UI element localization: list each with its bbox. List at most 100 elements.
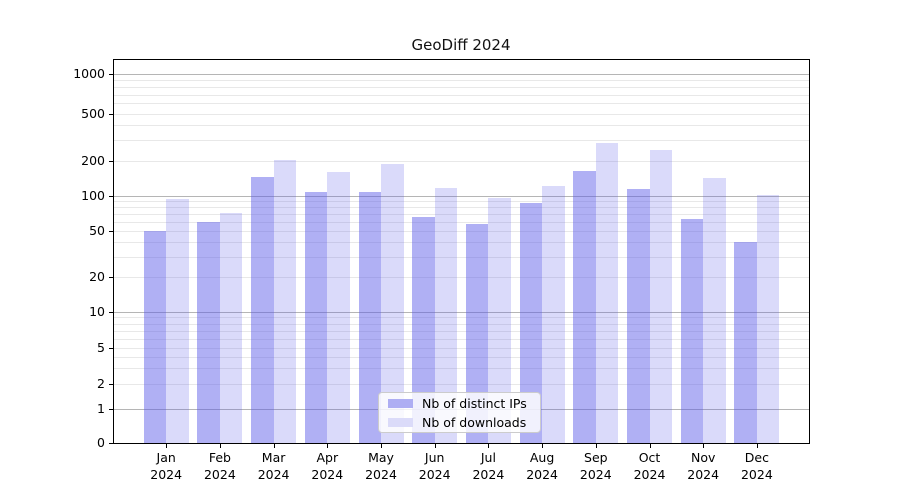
bar-downloads-apr [327,172,350,443]
grid-line-major [114,74,809,75]
x-tick-mark [381,444,382,448]
bar-downloads-sep [595,142,619,443]
x-tick-label: Jul 2024 [472,450,505,482]
y-tick-mark [109,442,113,444]
y-tick-mark [109,231,113,232]
grid-line-minor [114,348,809,349]
x-tick-label: Jan 2024 [150,450,183,482]
y-tick-label: 500 [81,106,105,121]
bar-distinct-ips-jul [465,224,489,443]
y-tick-label: 1 [97,401,105,416]
x-tick-label: Jun 2024 [418,450,451,482]
y-tick-mark [109,161,113,162]
grid-line-minor [114,125,809,127]
y-tick-label: 50 [89,223,105,238]
x-tick-label: Feb 2024 [203,450,236,482]
x-tick-mark [595,444,597,448]
grid-line-minor [114,256,809,258]
bar-distinct-ips-feb [197,221,220,443]
y-tick-mark [109,277,113,278]
grid-line-minor [114,140,809,142]
legend-item-downloads: Nb of downloads [388,414,540,430]
legend-swatch-downloads [388,417,413,427]
bar-downloads-aug [542,186,565,443]
y-tick-label: 5 [97,340,105,355]
bar-distinct-ips-mar [251,177,274,443]
bar-distinct-ips-jun [412,216,435,443]
grid-line-minor [114,277,809,278]
axis-spine-right [809,59,811,444]
grid-line-minor [114,221,809,223]
bar-downloads-dec [756,195,780,443]
x-tick-mark [649,444,651,448]
grid-line-minor [114,114,809,115]
x-tick-label: Apr 2024 [311,450,344,482]
grid-line-minor [114,368,809,370]
y-tick-mark [109,196,113,197]
grid-line-minor [114,323,809,325]
y-tick-label: 200 [81,153,105,168]
legend-label-distinct-ips: Nb of distinct IPs [422,395,527,411]
y-tick-mark [109,312,113,313]
y-tick-label: 10 [89,304,105,319]
grid-line-minor [114,330,809,332]
x-tick-mark [542,444,544,448]
x-tick-mark [273,444,275,448]
grid-line-minor [114,317,809,319]
y-tick-label: 2 [97,376,105,391]
grid-line-minor [114,161,809,162]
axis-spine-top [113,59,810,61]
bar-downloads-oct [649,150,672,443]
bar-distinct-ips-apr [304,192,328,443]
bar-distinct-ips-nov [680,218,704,443]
x-tick-label: Oct 2024 [633,450,666,482]
x-tick-mark [434,444,436,448]
y-tick-mark [109,74,113,75]
x-tick-mark [756,444,758,448]
bar-distinct-ips-sep [573,170,596,443]
y-tick-mark [109,114,113,115]
x-tick-mark [488,444,490,448]
grid-line-minor [114,207,809,209]
grid-line-minor [114,231,809,232]
x-tick-label: Mar 2024 [257,450,290,482]
bar-downloads-may [381,164,404,443]
x-tick-mark [219,444,221,448]
grid-line-minor [114,356,809,358]
grid-line-major [114,196,809,197]
y-tick-mark [109,384,113,385]
x-tick-label: Aug 2024 [526,450,558,482]
x-tick-label: May 2024 [365,450,397,482]
bar-downloads-nov [703,178,726,443]
grid-line-minor [114,214,809,215]
grid-line-minor [114,86,809,88]
grid-line-minor [114,242,809,244]
bar-downloads-jan [166,198,189,443]
x-tick-mark [166,444,168,448]
x-tick-mark [327,444,329,448]
bar-downloads-jun [434,188,458,443]
x-tick-label: Sep 2024 [579,450,612,482]
bar-distinct-ips-may [358,192,381,443]
grid-line-minor [114,94,809,96]
grid-line-minor [114,201,809,203]
grid-line-minor [114,80,809,82]
grid-line-minor [114,384,809,385]
y-tick-label: 0 [97,434,105,450]
y-tick-label: 100 [81,188,105,203]
bar-distinct-ips-oct [627,189,650,443]
axis-spine-left [113,59,115,444]
axis-spine-bottom [113,443,810,445]
y-tick-label: 1000 [73,66,105,81]
grid-line-minor [114,103,809,105]
bar-downloads-mar [273,159,297,443]
y-tick-mark [109,409,113,410]
x-tick-mark [703,444,705,448]
x-tick-label: Nov 2024 [687,450,720,482]
bar-downloads-feb [219,212,243,443]
grid-line-major [114,312,809,313]
legend-swatch-distinct-ips [388,398,413,408]
grid-line-minor [114,338,809,340]
chart-title: GeoDiff 2024 [411,36,511,54]
